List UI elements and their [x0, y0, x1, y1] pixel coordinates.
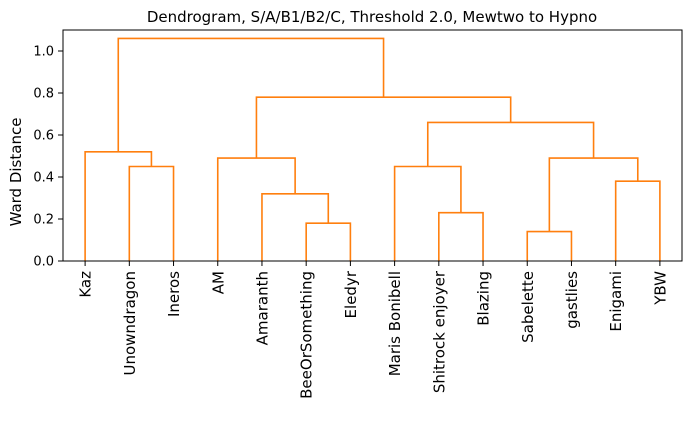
dendrogram-link — [426, 121, 595, 167]
x-axis: Kaz Unowndragon Ineros AM Amaranth BeeOrSomet… — [77, 261, 669, 399]
dendrogram-link — [84, 151, 153, 261]
y-axis-label: Ward Distance — [7, 118, 25, 227]
dendrogram-links — [84, 37, 661, 261]
leaf-label: YBW — [651, 271, 669, 306]
dendrogram-link — [614, 180, 661, 261]
leaf-label: Maris Bonibell — [386, 271, 404, 376]
leaf-label: Ineros — [165, 271, 183, 317]
dendrogram-link — [548, 157, 639, 232]
leaf-label: BeeOrSomething — [298, 271, 316, 399]
dendrogram-link — [117, 37, 385, 152]
dendrogram-link — [128, 165, 175, 261]
y-axis: 0.0 0.2 0.4 0.6 0.8 1.0 — [33, 45, 63, 270]
leaf-label: AM — [209, 271, 227, 294]
y-tick-label: 0.4 — [33, 171, 54, 186]
y-tick-label: 0.2 — [33, 213, 54, 228]
y-tick-label: 0.6 — [33, 129, 54, 144]
dendrogram-link — [393, 165, 462, 261]
dendrogram-link — [526, 230, 573, 261]
dendrogram-link — [255, 96, 512, 159]
y-tick-label: 0.0 — [33, 255, 54, 270]
leaf-label: Shitrock enjoyer — [430, 270, 448, 393]
dendrogram-link — [305, 222, 352, 261]
y-tick-label: 1.0 — [33, 45, 54, 60]
leaf-label: Blazing — [475, 271, 493, 326]
leaf-label: Sabelette — [519, 271, 537, 343]
dendrogram-link — [261, 193, 330, 261]
y-tick-label: 0.8 — [33, 87, 54, 102]
leaf-label: Amaranth — [253, 271, 271, 345]
plot-frame — [62, 29, 683, 262]
leaf-label: Eledyr — [342, 270, 360, 318]
leaf-label: gastlies — [563, 271, 581, 329]
dendrogram-link — [438, 211, 484, 261]
leaf-label: Enigami — [607, 271, 625, 332]
dendrogram-link — [216, 157, 296, 261]
chart-title: Dendrogram, S/A/B1/B2/C, Threshold 2.0, … — [147, 8, 597, 26]
leaf-label: Unowndragon — [121, 271, 139, 376]
leaf-label: Kaz — [77, 271, 95, 298]
